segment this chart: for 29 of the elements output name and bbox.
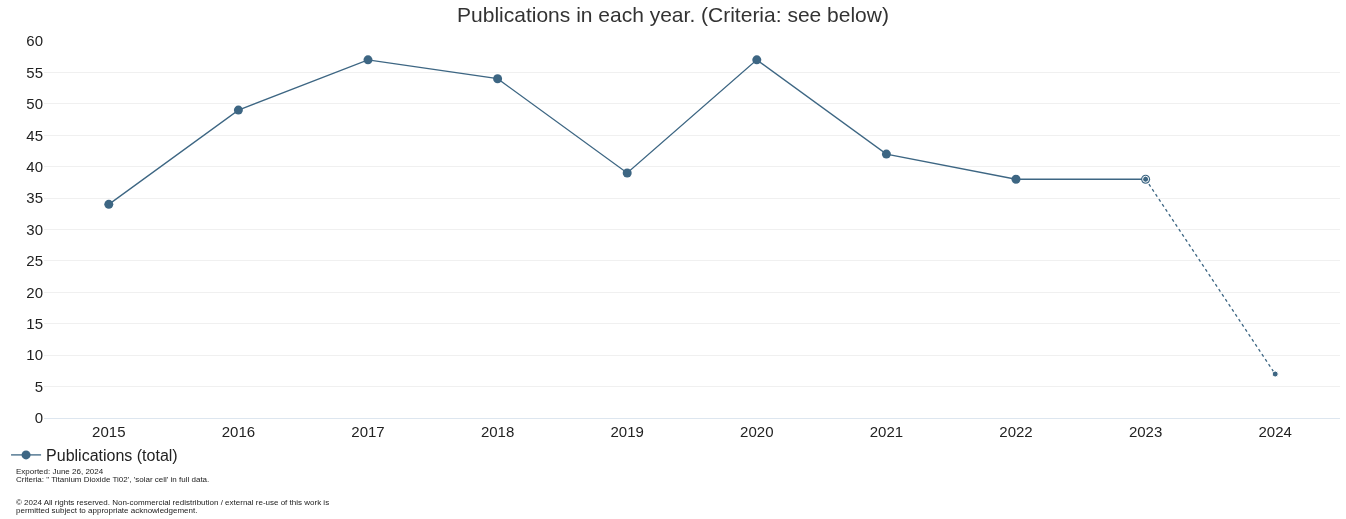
x-tick-label: 2018 — [480, 423, 515, 440]
x-tick-label: 2024 — [1258, 423, 1292, 440]
y-tick-label: 35 — [26, 189, 43, 207]
text: © 2024 All rights reserved. Non-commercial redistribution / external re-use of this work is — [16, 498, 330, 507]
text: permitted subject to appropriate acknowledgement. — [16, 506, 198, 515]
x-tick-label: 2022 — [999, 423, 1033, 440]
text: Exported: June 26, 2024 — [16, 467, 104, 476]
y-tick-label: 55 — [26, 63, 43, 81]
y-tick-label: 0 — [34, 409, 43, 427]
legend-label: Publications (total) — [46, 447, 178, 465]
y-tick-label: 50 — [26, 95, 43, 113]
y-tick-label: 20 — [26, 283, 43, 301]
y-tick-label: 60 — [26, 32, 43, 50]
x-tick-label: 2016 — [221, 423, 256, 440]
y-tick-label: 5 — [34, 377, 43, 395]
x-tick-label: 2021 — [869, 423, 904, 440]
y-tick-label: 10 — [26, 346, 43, 364]
x-tick-label: 2020 — [740, 423, 774, 440]
x-tick-label: 2019 — [610, 423, 644, 440]
y-tick-label: 15 — [26, 315, 43, 332]
y-tick-label: 25 — [26, 252, 43, 270]
chart-title: Publications in each year. (Criteria: see below) — [457, 3, 889, 27]
x-tick-label: 2023 — [1128, 423, 1163, 440]
x-tick-label: 2017 — [351, 423, 385, 440]
y-tick-label: 30 — [26, 220, 43, 238]
text: Criteria: " Titanium Dioxide Ti02', 'solar cell' in full data. — [16, 475, 210, 484]
x-tick-label: 2015 — [92, 423, 126, 440]
y-tick-label: 40 — [26, 157, 43, 175]
y-tick-label: 45 — [26, 126, 43, 144]
